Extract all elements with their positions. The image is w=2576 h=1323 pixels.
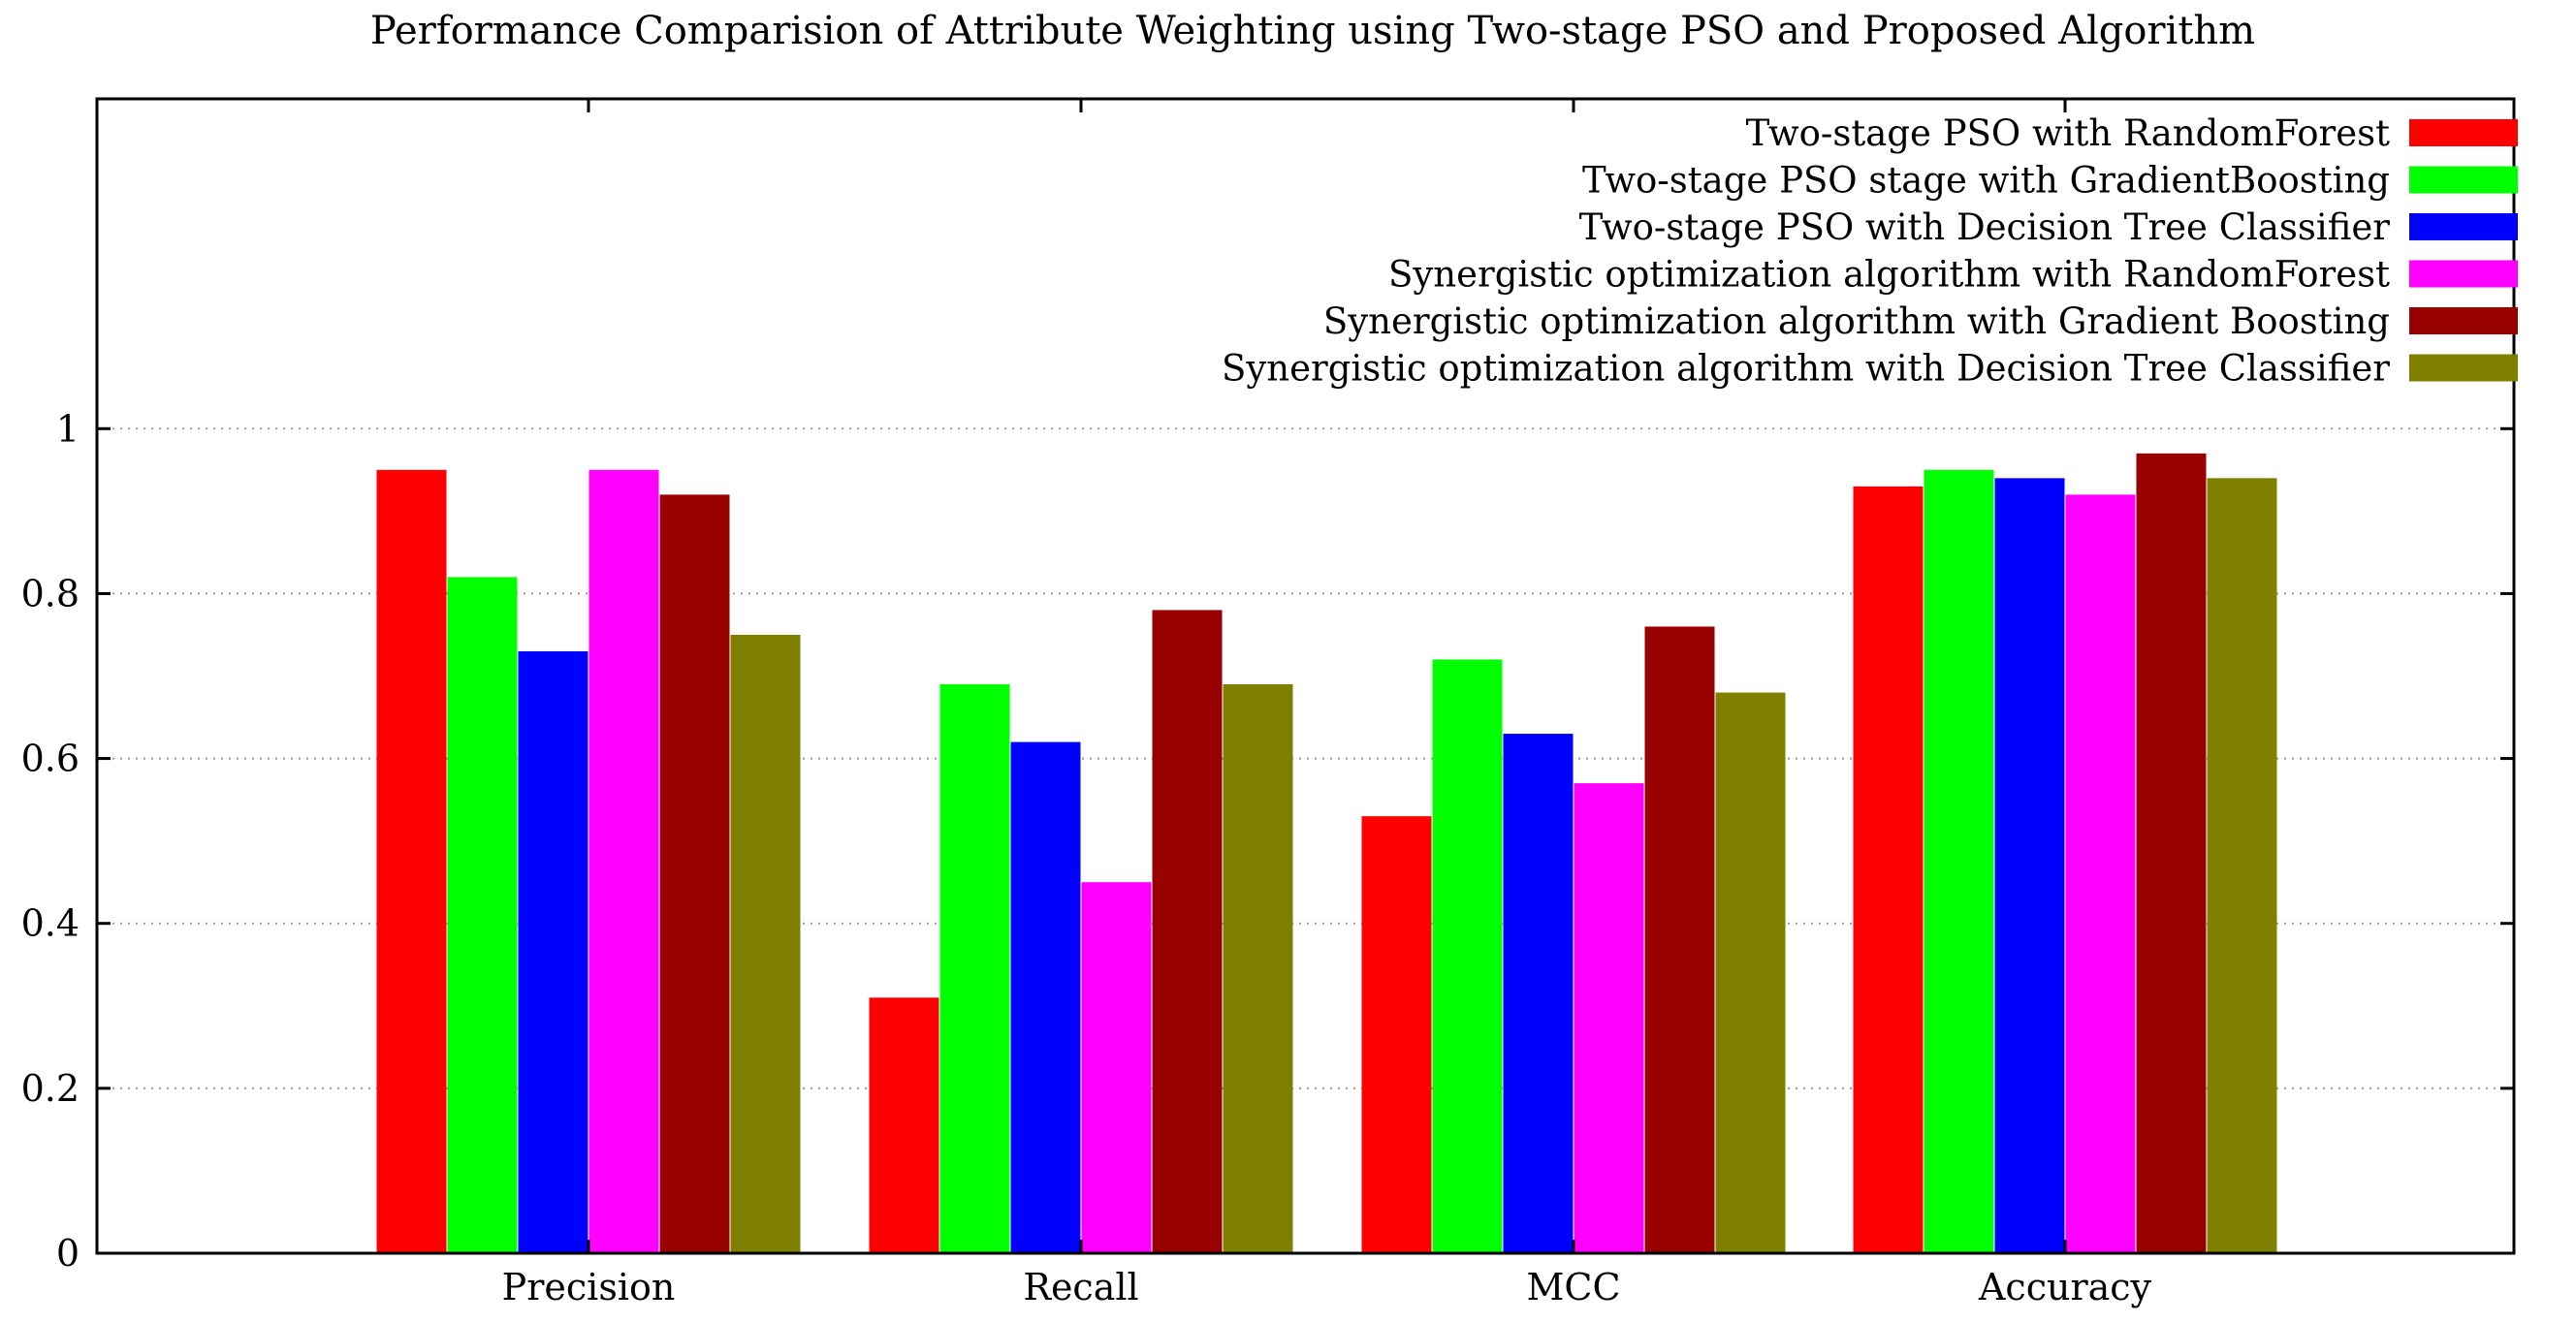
bar <box>1223 684 1293 1253</box>
x-tick-label: MCC <box>1526 1266 1620 1308</box>
bar <box>1994 478 2065 1253</box>
legend-label: Two-stage PSO stage with GradientBoostin… <box>1582 160 2390 202</box>
bar <box>1644 626 1715 1253</box>
bar <box>1081 882 1152 1253</box>
bar <box>1152 610 1223 1253</box>
bar <box>2207 478 2277 1253</box>
x-tick-label: Precision <box>502 1266 676 1308</box>
x-tick-label: Accuracy <box>1978 1266 2152 1308</box>
bar <box>518 650 588 1253</box>
legend-label: Synergistic optimization algorithm with … <box>1323 300 2390 342</box>
legend-swatch <box>2409 307 2518 334</box>
y-tick-label: 1 <box>56 407 80 450</box>
bar <box>588 469 659 1254</box>
bar <box>1924 469 1994 1254</box>
y-tick-label: 0.2 <box>21 1067 80 1110</box>
bar <box>939 684 1010 1253</box>
y-tick-label: 0.4 <box>21 902 80 945</box>
legend-swatch <box>2409 213 2518 240</box>
y-tick-label: 0 <box>56 1232 80 1275</box>
bar <box>447 577 518 1253</box>
axis-ticks: 0 0.2 0.4 0.6 0.8 1 Precision Recall MCC Accuracy <box>21 99 2514 1308</box>
chart-title: Performance Comparision of Attribute Wei… <box>370 9 2255 53</box>
bar <box>1432 659 1503 1253</box>
bar <box>1574 783 1644 1253</box>
bar <box>869 997 939 1253</box>
x-tick-label: Recall <box>1023 1266 1138 1308</box>
y-tick-label: 0.8 <box>21 572 80 614</box>
legend-swatch <box>2409 166 2518 194</box>
legend-swatch <box>2409 354 2518 382</box>
bar <box>1010 741 1081 1253</box>
legend-swatch <box>2409 260 2518 288</box>
legend-label: Two-stage PSO with Decision Tree Classif… <box>1579 206 2391 248</box>
bar <box>2065 494 2136 1253</box>
bar <box>659 494 730 1253</box>
legend-label: Two-stage PSO with RandomForest <box>1746 112 2391 154</box>
legend: Two-stage PSO with RandomForest Two-stage… <box>1222 112 2518 390</box>
bar <box>1503 734 1574 1253</box>
bar <box>2136 453 2207 1253</box>
bar <box>730 634 801 1253</box>
bar <box>1715 692 1786 1253</box>
plot-frame <box>95 97 2516 1255</box>
bars <box>376 453 2277 1254</box>
legend-swatch <box>2409 119 2518 146</box>
legend-label: Synergistic optimization algorithm with … <box>1388 254 2390 296</box>
y-tick-label: 0.6 <box>21 738 80 780</box>
legend-label: Synergistic optimization algorithm with … <box>1222 348 2390 390</box>
bar <box>1853 486 1924 1254</box>
bar <box>1361 816 1432 1253</box>
bar <box>376 469 447 1254</box>
